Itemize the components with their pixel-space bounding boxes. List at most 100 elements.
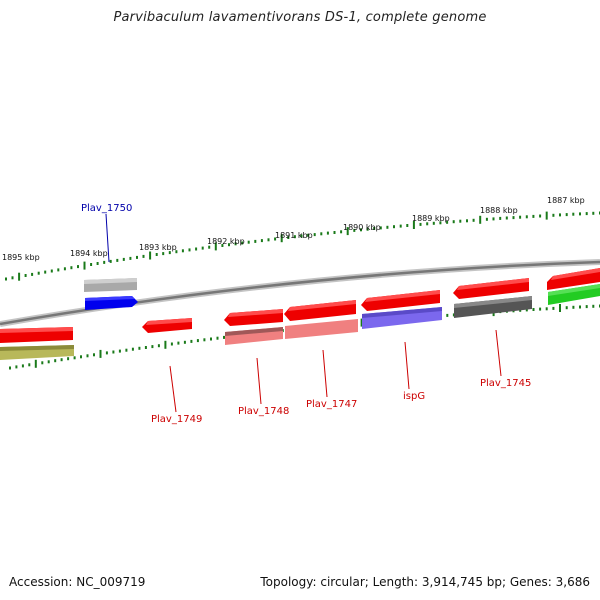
minor-tick: [21, 364, 24, 368]
minor-tick: [326, 231, 329, 235]
minor-tick: [138, 346, 141, 350]
minor-tick: [208, 245, 211, 249]
gene-plav-1750[interactable]: [85, 296, 138, 310]
genome-backbone-core: [0, 260, 600, 326]
minor-tick: [419, 222, 422, 226]
gene-plav-1749[interactable]: [142, 318, 192, 333]
minor-tick: [307, 233, 310, 237]
minor-tick: [572, 212, 575, 216]
label-line-plav-1750: [105, 213, 110, 263]
minor-tick: [565, 306, 568, 310]
minor-tick: [406, 224, 409, 227]
minor-tick: [77, 265, 79, 269]
kbp-label: 1889 kbp: [412, 214, 450, 223]
minor-tick: [525, 215, 528, 219]
minor-tick: [195, 247, 198, 251]
gene-label[interactable]: Plav_1750: [81, 203, 132, 214]
minor-tick: [472, 218, 475, 222]
feature-red-right[interactable]: [547, 268, 600, 290]
kbp-label: 1895 kbp: [2, 253, 40, 262]
minor-tick: [93, 353, 95, 357]
minor-tick: [452, 220, 455, 224]
minor-tick: [162, 252, 165, 256]
gene-label[interactable]: Plav_1749: [151, 414, 202, 425]
gene-label[interactable]: Plav_1748: [238, 406, 289, 417]
minor-tick: [320, 232, 323, 236]
minor-tick: [579, 305, 581, 309]
minor-tick: [313, 233, 316, 237]
minor-tick: [196, 339, 199, 343]
label-line-plav-1747: [322, 349, 328, 398]
minor-tick: [452, 313, 455, 317]
major-tick: [412, 221, 415, 229]
gene-plav-1745[interactable]: [453, 278, 532, 318]
minor-tick: [63, 267, 66, 271]
outer-tick-track: [5, 211, 600, 281]
minor-tick: [168, 251, 171, 255]
major-tick: [360, 318, 363, 327]
gene-ispG[interactable]: [361, 290, 442, 329]
major-tick: [83, 261, 86, 270]
gene-label[interactable]: ispG: [403, 391, 425, 402]
minor-tick: [54, 359, 57, 363]
feature-gray-upper[interactable]: [84, 278, 137, 292]
minor-tick: [287, 236, 290, 239]
minor-tick: [499, 216, 502, 220]
minor-tick: [122, 257, 125, 261]
kbp-label: 1888 kbp: [480, 206, 518, 215]
minor-tick: [539, 214, 542, 218]
minor-tick: [50, 269, 53, 273]
minor-tick: [585, 305, 588, 309]
minor-tick: [203, 338, 206, 342]
minor-tick: [31, 272, 34, 276]
feature-olive-left[interactable]: [0, 345, 74, 360]
minor-tick: [426, 222, 429, 226]
gene-label[interactable]: Plav_1747: [306, 399, 357, 410]
gene-label[interactable]: Plav_1745: [480, 378, 531, 389]
feature-red-left[interactable]: [0, 327, 73, 343]
minor-tick: [300, 234, 303, 238]
minor-tick: [379, 226, 382, 230]
minor-tick: [234, 242, 237, 246]
minor-tick: [9, 366, 11, 370]
minor-tick: [125, 348, 128, 352]
minor-tick: [393, 225, 395, 229]
minor-tick: [47, 360, 50, 364]
minor-tick: [293, 235, 296, 239]
minor-tick: [73, 356, 76, 360]
minor-tick: [144, 346, 147, 349]
minor-tick: [260, 239, 263, 243]
minor-tick: [592, 304, 595, 308]
minor-tick: [37, 271, 40, 275]
gene-plav-1748[interactable]: [224, 309, 283, 345]
minor-tick: [274, 237, 277, 241]
major-tick: [164, 340, 167, 349]
minor-tick: [210, 337, 212, 341]
minor-tick: [360, 228, 362, 232]
gene-plav-1747[interactable]: [284, 300, 358, 339]
minor-tick: [459, 219, 462, 223]
major-tick: [214, 242, 217, 251]
minor-tick: [136, 255, 138, 259]
minor-tick: [373, 227, 376, 230]
major-tick: [559, 304, 561, 312]
minor-tick: [241, 241, 244, 245]
minor-tick: [446, 313, 449, 317]
minor-tick: [151, 345, 154, 349]
minor-tick: [5, 277, 7, 281]
minor-tick: [439, 221, 442, 225]
minor-tick: [86, 354, 89, 358]
minor-tick: [96, 262, 99, 265]
major-tick: [479, 215, 482, 224]
minor-tick: [103, 260, 106, 264]
minor-tick: [565, 213, 568, 217]
minor-tick: [466, 219, 468, 223]
feature-green-right[interactable]: [548, 284, 600, 305]
minor-tick: [24, 274, 27, 277]
major-tick: [34, 359, 37, 368]
major-tick: [280, 234, 283, 243]
minor-tick: [579, 212, 581, 216]
label-line-plav-1745: [495, 329, 502, 377]
major-tick: [545, 211, 548, 220]
kbp-label: 1891 kbp: [275, 231, 313, 240]
